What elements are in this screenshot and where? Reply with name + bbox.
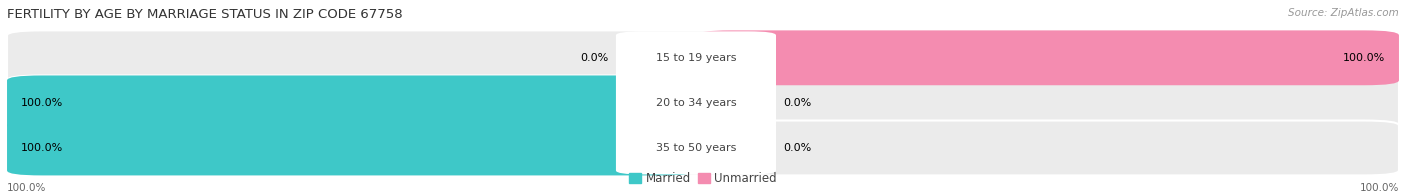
FancyBboxPatch shape — [7, 121, 1399, 175]
Text: 100.0%: 100.0% — [7, 183, 46, 193]
Text: 0.0%: 0.0% — [783, 98, 811, 108]
Legend: Married, Unmarried: Married, Unmarried — [624, 168, 782, 190]
Text: 15 to 19 years: 15 to 19 years — [655, 53, 737, 63]
Text: 100.0%: 100.0% — [1343, 53, 1385, 63]
FancyBboxPatch shape — [616, 31, 776, 84]
Text: 20 to 34 years: 20 to 34 years — [655, 98, 737, 108]
FancyBboxPatch shape — [616, 122, 776, 174]
FancyBboxPatch shape — [7, 30, 1399, 85]
FancyBboxPatch shape — [616, 76, 776, 129]
FancyBboxPatch shape — [696, 30, 1399, 85]
Text: 100.0%: 100.0% — [21, 98, 63, 108]
Text: 100.0%: 100.0% — [21, 143, 63, 153]
Text: Source: ZipAtlas.com: Source: ZipAtlas.com — [1288, 8, 1399, 18]
FancyBboxPatch shape — [7, 75, 696, 130]
Text: 100.0%: 100.0% — [1360, 183, 1399, 193]
FancyBboxPatch shape — [7, 75, 1399, 130]
Text: 0.0%: 0.0% — [783, 143, 811, 153]
Text: 35 to 50 years: 35 to 50 years — [655, 143, 737, 153]
Text: 0.0%: 0.0% — [581, 53, 609, 63]
FancyBboxPatch shape — [7, 121, 696, 175]
Text: FERTILITY BY AGE BY MARRIAGE STATUS IN ZIP CODE 67758: FERTILITY BY AGE BY MARRIAGE STATUS IN Z… — [7, 8, 402, 21]
